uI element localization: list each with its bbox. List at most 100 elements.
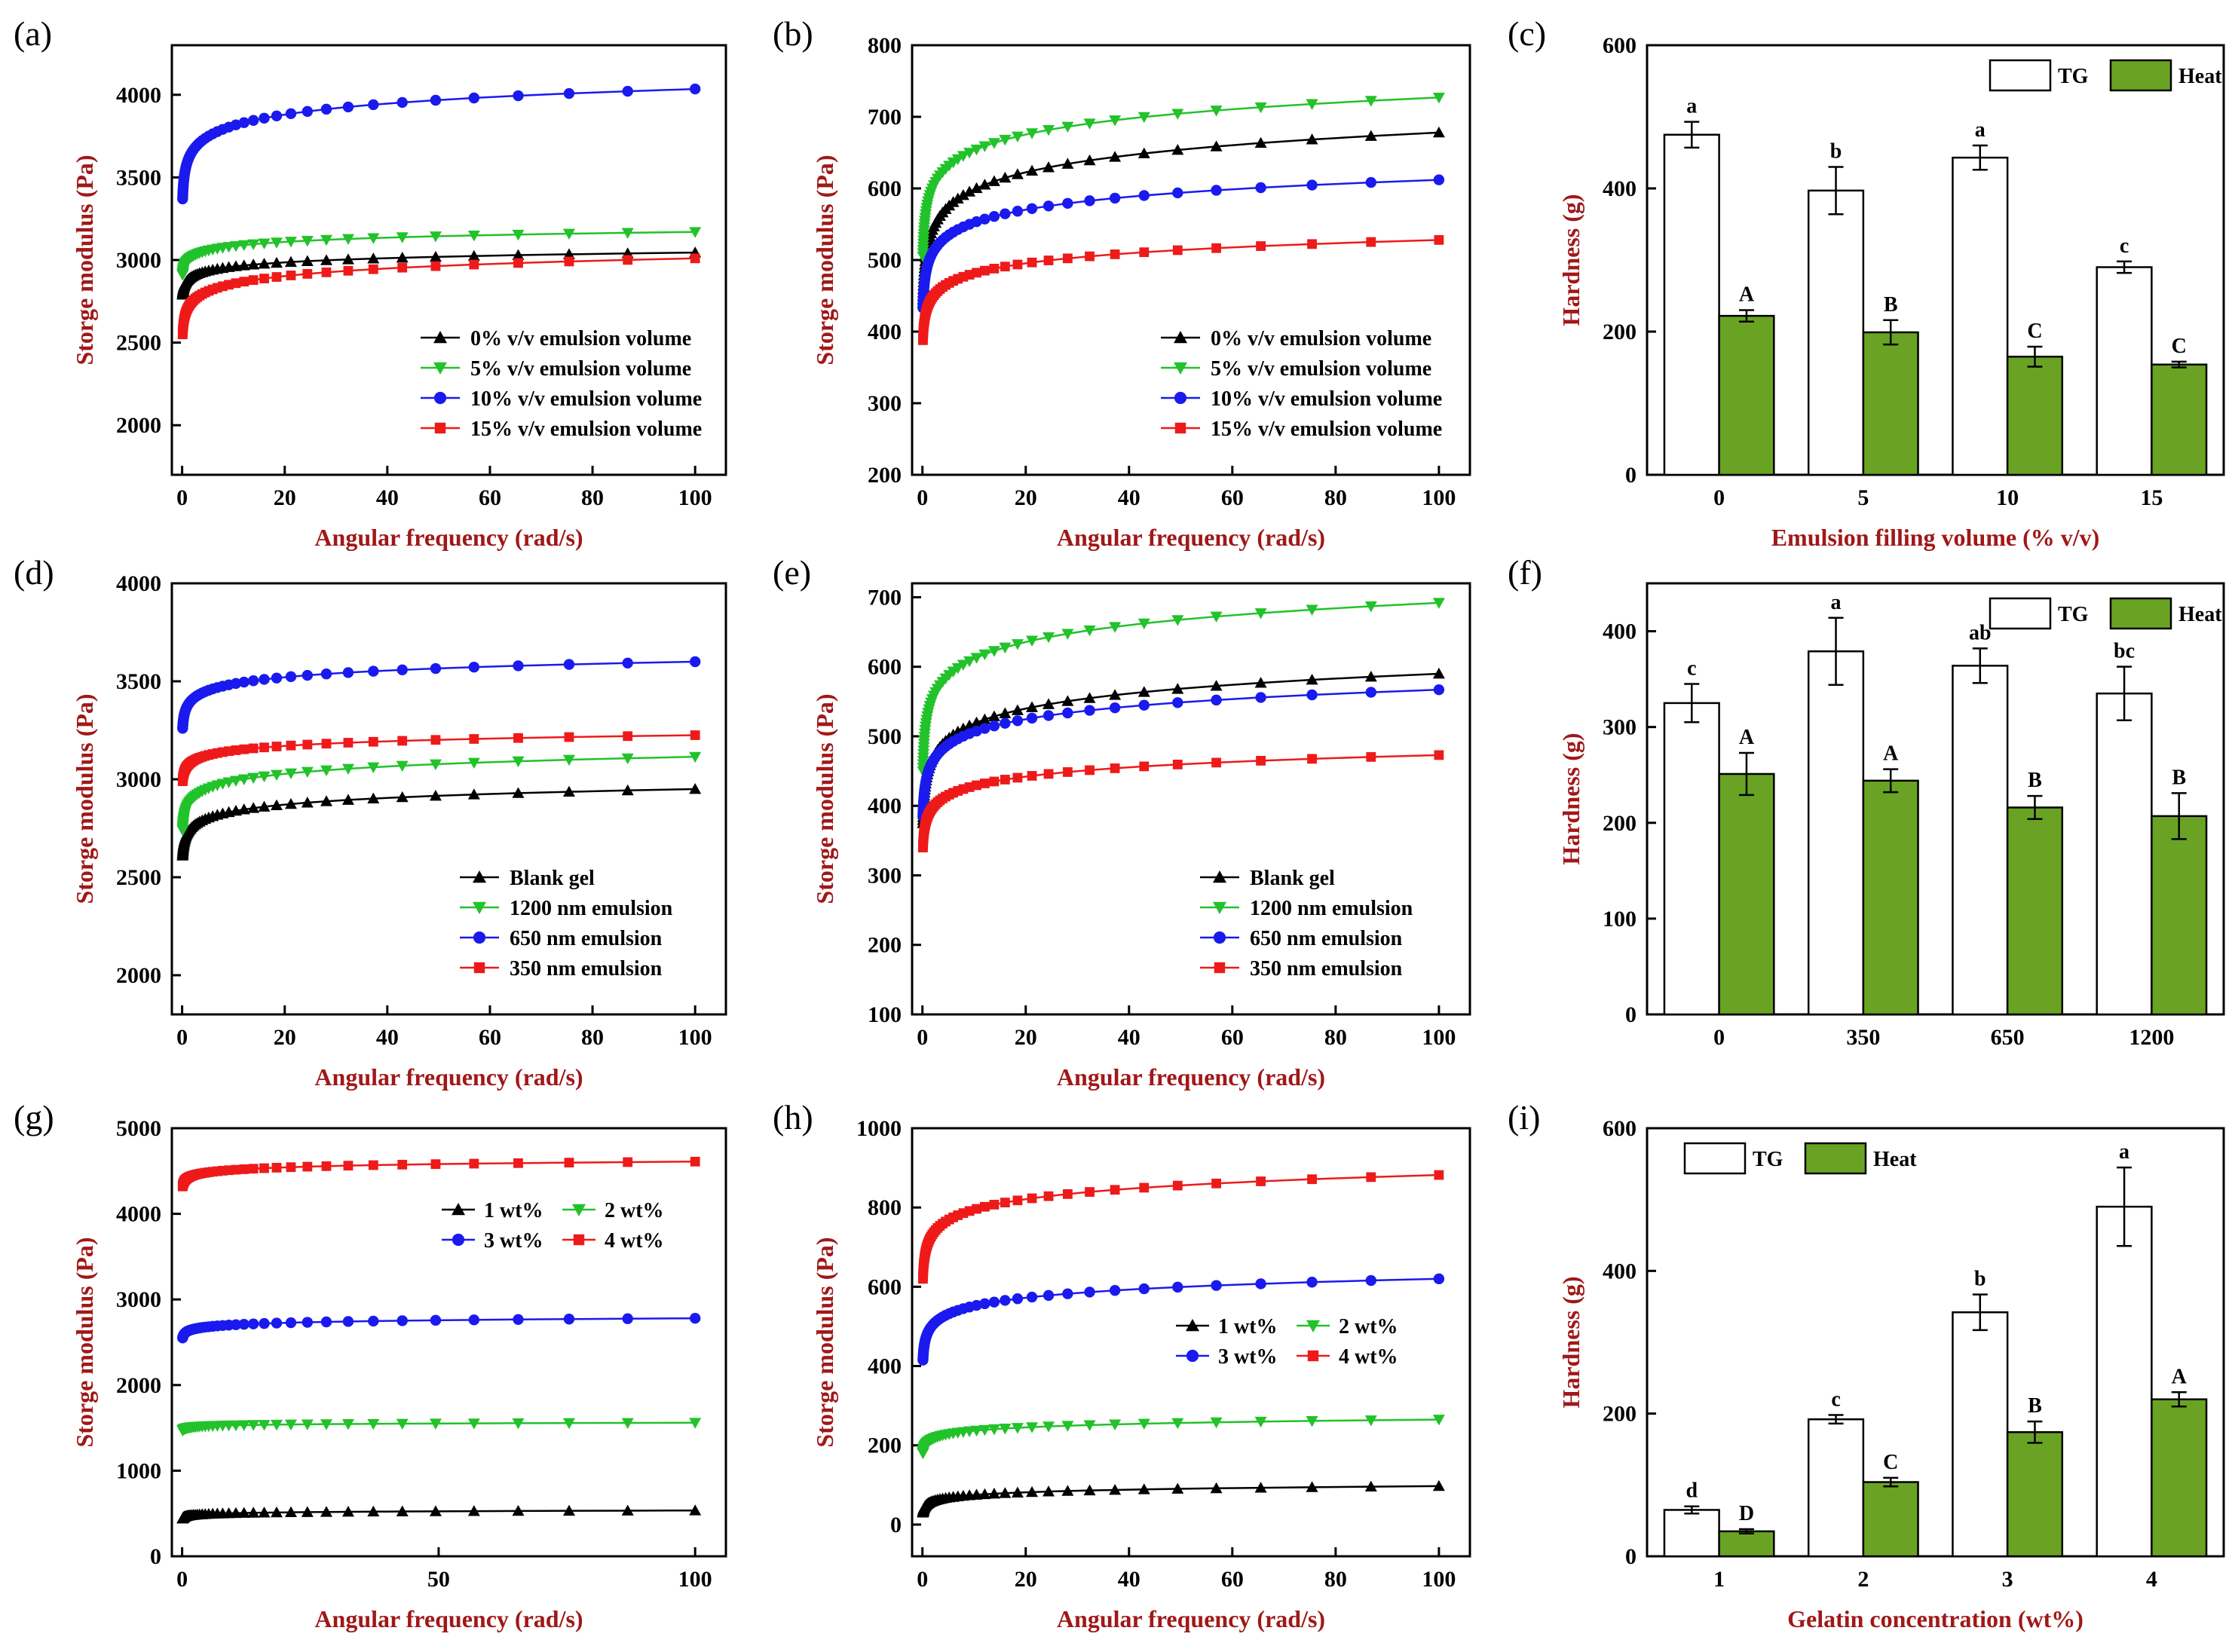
data-point — [1172, 1281, 1183, 1293]
data-point — [343, 1161, 354, 1171]
bar — [1952, 156, 2009, 476]
data-point — [367, 233, 380, 244]
x-tick-label: 0 — [917, 1567, 928, 1592]
data-point — [999, 171, 1012, 183]
data-point — [689, 83, 701, 95]
y-tick-label: 300 — [868, 391, 902, 416]
data-point — [1062, 197, 1073, 210]
data-point — [247, 1318, 259, 1329]
series-2 — [917, 684, 1445, 822]
chart-panel-a: (a) 2000 2500 3000 3500 4000 Storge modulus (P… — [14, 14, 727, 551]
data-point — [1138, 190, 1150, 201]
data-point — [368, 1315, 379, 1327]
data-point — [430, 662, 442, 675]
y-tick-label: 2000 — [116, 1373, 161, 1398]
data-point — [1172, 245, 1183, 255]
legend-label: Blank gel — [1250, 867, 1335, 890]
data-point — [979, 265, 990, 276]
x-tick-label: 50 — [427, 1567, 450, 1592]
x-tick-label: 80 — [1324, 1025, 1347, 1050]
x-tick-label: 350 — [1846, 1025, 1880, 1050]
x-tick-label: 15 — [2140, 485, 2163, 510]
data-point — [989, 264, 1000, 274]
y-tick-label: 200 — [868, 463, 902, 488]
legend-label: 0% v/v emulsion volume — [470, 327, 691, 350]
legend-marker — [572, 1204, 586, 1216]
significance-letter: C — [2027, 320, 2042, 343]
data-point — [1365, 1274, 1376, 1286]
data-point — [284, 797, 297, 809]
y-tick-label: 5000 — [116, 1116, 161, 1141]
data-point — [1043, 1191, 1054, 1201]
data-point — [1085, 1187, 1095, 1197]
legend-swatch — [2109, 597, 2172, 630]
data-point — [1000, 1198, 1010, 1208]
data-point — [1254, 1482, 1267, 1493]
data-point — [690, 1156, 700, 1167]
legend-label: 1200 nm emulsion — [510, 897, 673, 920]
data-point — [301, 1419, 314, 1430]
data-point — [563, 659, 575, 670]
data-point — [1171, 1482, 1184, 1494]
data-point — [1306, 1277, 1318, 1288]
x-tick-label: 5 — [1857, 485, 1869, 510]
data-point — [1306, 99, 1318, 110]
y-tick-label: 700 — [868, 105, 902, 130]
data-point — [1109, 1419, 1122, 1430]
y-tick-label: 0 — [1625, 1544, 1636, 1569]
data-point — [1210, 611, 1223, 623]
data-point — [1043, 161, 1055, 173]
data-point — [689, 751, 702, 763]
data-point — [1210, 1482, 1223, 1494]
data-point — [1027, 257, 1037, 268]
significance-letter: c — [1687, 656, 1696, 680]
legend-marker — [1213, 870, 1226, 883]
data-point — [1211, 757, 1221, 768]
data-point — [302, 739, 313, 750]
data-point — [258, 800, 271, 812]
data-point — [1306, 179, 1318, 191]
legend-label: 650 nm emulsion — [510, 927, 663, 950]
legend-label: 3 wt% — [484, 1229, 543, 1253]
x-tick-label: 0 — [1713, 1025, 1725, 1050]
data-point — [1365, 176, 1376, 188]
legend-swatch — [1683, 1142, 1747, 1175]
data-point — [1432, 598, 1445, 609]
data-point — [512, 1504, 525, 1516]
data-point — [972, 268, 981, 278]
legend-marker — [473, 931, 486, 944]
series-line — [922, 672, 1439, 824]
data-point — [989, 776, 1000, 787]
data-point — [302, 106, 314, 118]
data-point — [270, 1419, 283, 1431]
data-point — [1062, 253, 1073, 264]
data-point — [512, 756, 525, 768]
data-point — [1062, 1288, 1073, 1299]
y-axis-title: Storge modulus (Pa) — [71, 154, 98, 365]
data-point — [1043, 124, 1055, 136]
plot-frame — [1646, 582, 2225, 1016]
data-point — [1043, 769, 1054, 779]
data-point — [562, 228, 575, 240]
data-point — [271, 110, 283, 121]
x-tick-label: 80 — [581, 1025, 604, 1050]
data-point — [690, 730, 700, 740]
data-point — [1061, 1485, 1074, 1496]
data-point — [621, 228, 634, 239]
data-point — [978, 141, 991, 152]
legend-label: TG — [2058, 603, 2089, 626]
data-point — [562, 1504, 575, 1516]
data-point — [285, 108, 297, 120]
x-tick-label: 80 — [1324, 1567, 1347, 1592]
data-point — [1432, 92, 1445, 104]
data-point — [239, 744, 250, 754]
data-point — [341, 1505, 354, 1517]
y-tick-label: 100 — [868, 1002, 902, 1027]
x-tick-label: 20 — [1015, 1025, 1037, 1050]
chart-panel-i: (i) 0 200 400 600 Hardness (g) Gelatin concent… — [1508, 1098, 2225, 1632]
data-point — [396, 251, 409, 263]
legend-marker — [473, 962, 485, 974]
data-point — [302, 268, 313, 279]
data-point — [1434, 1170, 1444, 1180]
